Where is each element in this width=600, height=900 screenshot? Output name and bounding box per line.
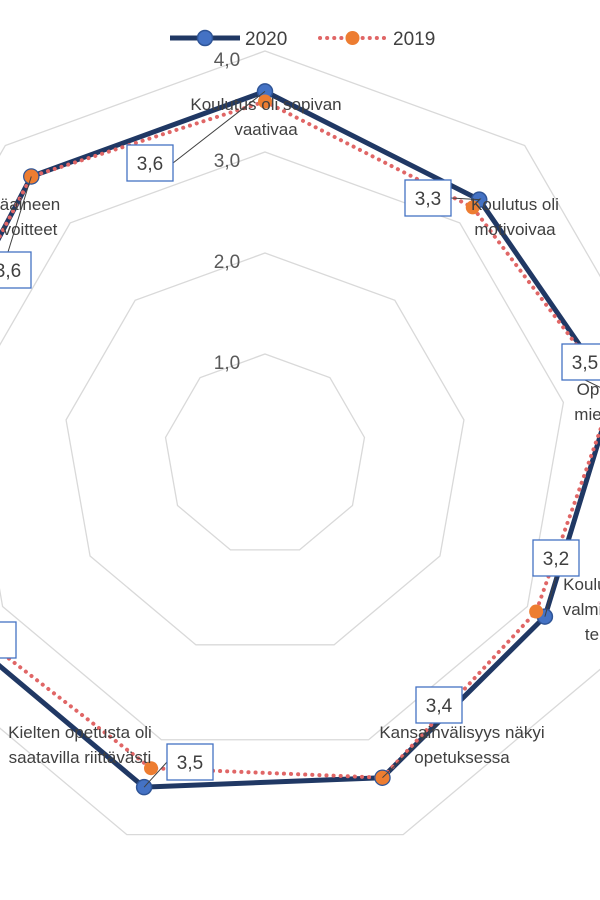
legend-label: 2019: [393, 29, 435, 50]
data-label: 3,6: [137, 154, 163, 175]
category-label: äaineen: [0, 195, 60, 214]
data-label-box: [166, 743, 214, 781]
data-point: [144, 761, 159, 776]
category-label: Kielten opetusta oli: [8, 723, 152, 742]
tick-label: 4,0: [214, 50, 240, 71]
data-point: [258, 94, 272, 109]
legend: 2020 2019: [170, 29, 435, 50]
category-label: Kansainvälisyys näkyi: [379, 723, 544, 742]
series-line: [0, 99, 600, 780]
data-label: 3,5: [572, 353, 598, 374]
category-label: valmiud: [563, 600, 600, 619]
tick-label: 3,0: [214, 151, 240, 172]
leader-line: [544, 575, 557, 617]
grid-ring: [0, 151, 565, 741]
leader-line: [7, 176, 32, 253]
data-label-box: [532, 539, 580, 577]
data-label: 3,5: [177, 753, 203, 774]
legend-marker: [196, 29, 214, 47]
data-label: 3,6: [0, 261, 21, 282]
tick-label: 1,0: [214, 353, 240, 374]
category-label: opetuksessa: [414, 748, 510, 767]
category-label: Op: [577, 380, 600, 399]
leader-line: [382, 722, 440, 779]
data-point: [529, 604, 544, 619]
data-label-box: [415, 686, 463, 724]
data-label-box: [0, 251, 32, 289]
data-label-box: [561, 343, 600, 381]
grid-ring: [164, 353, 366, 551]
category-label: saatavilla riittävästi: [9, 748, 152, 767]
data-label-box: [126, 144, 174, 182]
data-point: [465, 200, 480, 215]
leader-line: [143, 761, 168, 788]
data-label-box: [0, 621, 17, 659]
category-label: Koulutu: [563, 575, 600, 594]
data-label-box: [404, 179, 452, 217]
data-label: 3,3: [415, 189, 441, 210]
grid-ring: [65, 252, 465, 646]
legend-marker: [345, 31, 360, 45]
leader-line: [584, 379, 600, 388]
category-label: Koulutus oli: [471, 195, 559, 214]
data-label: 3,2: [543, 549, 569, 570]
tick-label: 2,0: [214, 252, 240, 273]
category-label: Koulutus oli sopivan: [190, 95, 341, 114]
leader-line: [172, 91, 266, 164]
series-line: [0, 88, 600, 790]
data-label: 3,4: [426, 696, 453, 717]
category-label: voitteet: [3, 220, 58, 239]
category-label: vaativaa: [234, 120, 298, 139]
category-label: te: [585, 625, 599, 644]
grid-ring: [0, 50, 600, 836]
legend-label: 2020: [245, 29, 287, 50]
category-label: motivoivaa: [474, 220, 556, 239]
category-label: mie: [574, 405, 600, 424]
leader-line: [450, 197, 480, 201]
